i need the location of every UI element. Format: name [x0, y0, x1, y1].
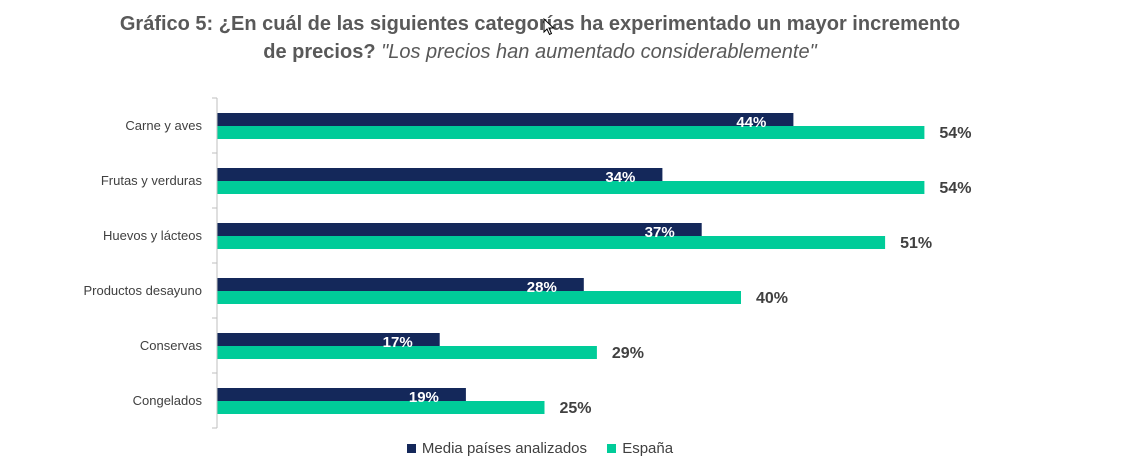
- data-label-series-2: 54%: [939, 125, 971, 142]
- title-subtitle: "Los precios han aumentado considerablem…: [381, 41, 817, 63]
- data-label-series-2: 40%: [756, 290, 788, 307]
- bar-series-1: [217, 388, 466, 401]
- bar-series-2: [217, 401, 545, 414]
- mouse-cursor-icon: [543, 18, 555, 36]
- legend: Media países analizados España: [0, 440, 1080, 457]
- data-label-series-1: 17%: [383, 334, 413, 351]
- bar-series-1: [217, 168, 663, 181]
- category-label: Frutas y verduras: [101, 173, 203, 188]
- title-question: de precios?: [263, 41, 376, 63]
- data-label-series-2: 29%: [612, 345, 644, 362]
- bar-series-2: [217, 291, 741, 304]
- data-label-series-1: 37%: [645, 224, 675, 241]
- title-line-2: de precios? "Los precios han aumentado c…: [0, 38, 1080, 66]
- category-label: Carne y aves: [125, 118, 202, 133]
- legend-item-series-2: España: [607, 440, 673, 457]
- category-label: Productos desayuno: [83, 283, 202, 298]
- bar-series-1: [217, 278, 584, 291]
- data-label-series-2: 25%: [560, 400, 592, 417]
- category-label: Congelados: [133, 393, 203, 408]
- data-label-series-2: 51%: [900, 235, 932, 252]
- data-label-series-2: 54%: [939, 180, 971, 197]
- bar-series-1: [217, 113, 794, 126]
- category-label: Huevos y lácteos: [103, 228, 202, 243]
- data-label-series-1: 44%: [736, 114, 766, 131]
- bar-series-2: [217, 346, 597, 359]
- data-label-series-1: 28%: [527, 279, 557, 296]
- chart-title: Gráfico 5: ¿En cuál de las siguientes ca…: [0, 10, 1080, 66]
- legend-swatch-series-2: [607, 444, 617, 453]
- bar-series-2: [217, 126, 925, 139]
- legend-label-series-2: España: [622, 440, 674, 457]
- data-label-series-1: 34%: [605, 169, 635, 186]
- bar-series-1: [217, 333, 440, 346]
- category-label: Conservas: [140, 338, 203, 353]
- title-line-1: Gráfico 5: ¿En cuál de las siguientes ca…: [119, 13, 961, 35]
- legend-item-series-1: Media países analizados: [406, 440, 588, 457]
- bar-series-1: [217, 223, 702, 236]
- legend-label-series-1: Media países analizados: [421, 440, 588, 457]
- data-label-series-1: 19%: [409, 389, 439, 406]
- legend-swatch-series-1: [406, 444, 416, 453]
- bar-series-2: [217, 236, 886, 249]
- bar-series-2: [217, 181, 925, 194]
